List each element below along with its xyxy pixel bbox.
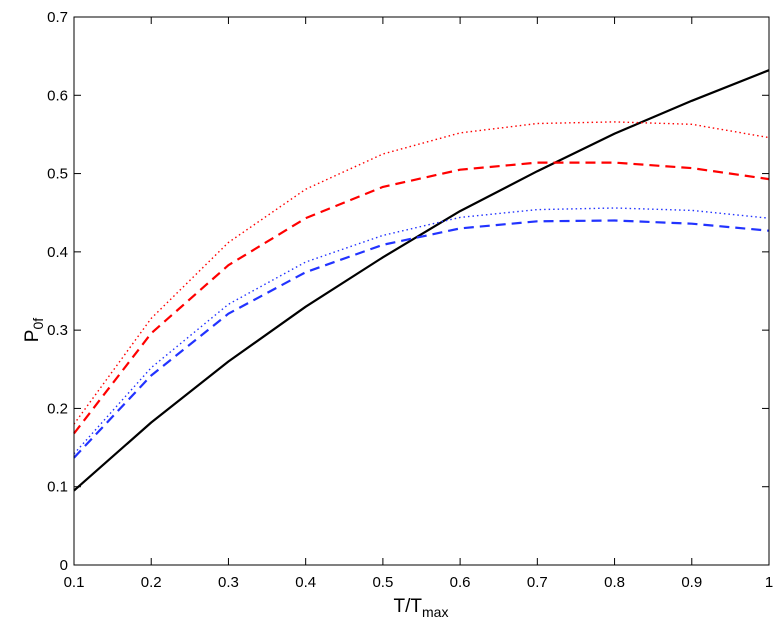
y-tick-label: 0.1 bbox=[47, 479, 68, 496]
series-line-4 bbox=[73, 207, 770, 455]
x-tick-label: 0.5 bbox=[372, 574, 393, 591]
y-tick-label: 0.4 bbox=[47, 244, 68, 261]
axis-ticks bbox=[73, 16, 770, 566]
series-line-2 bbox=[73, 121, 770, 425]
y-tick-label: 0.6 bbox=[47, 87, 68, 104]
x-axis-label: T/Tmax bbox=[394, 596, 449, 620]
x-tick-label: 0.6 bbox=[450, 574, 471, 591]
y-tick-label: 0.2 bbox=[47, 400, 68, 417]
y-axis-label: P0f bbox=[22, 318, 46, 342]
series-line-1 bbox=[73, 69, 770, 492]
series-layer bbox=[73, 69, 770, 492]
x-tick-label: 0.9 bbox=[681, 574, 702, 591]
x-tick-label: 0.4 bbox=[295, 574, 316, 591]
x-tick-label: 0.3 bbox=[218, 574, 239, 591]
series-line-3 bbox=[73, 161, 770, 435]
x-tick-label: 0.1 bbox=[64, 574, 85, 591]
x-tick-label: 0.7 bbox=[527, 574, 548, 591]
x-tick-label: 0.8 bbox=[604, 574, 625, 591]
y-tick-label: 0.3 bbox=[47, 322, 68, 339]
series-line-5 bbox=[73, 219, 770, 459]
x-tick-label: 0.2 bbox=[141, 574, 162, 591]
plot-frame bbox=[73, 16, 770, 566]
y-tick-label: 0 bbox=[60, 557, 68, 574]
y-tick-label: 0.7 bbox=[47, 9, 68, 26]
y-tick-label: 0.5 bbox=[47, 166, 68, 183]
tick-labels: 0.1 0.2 0.3 0.4 0.5 0.6 0.7 0.8 0.9 100.10.20.30.… bbox=[47, 9, 773, 591]
x-tick-label: 1 bbox=[765, 574, 773, 591]
